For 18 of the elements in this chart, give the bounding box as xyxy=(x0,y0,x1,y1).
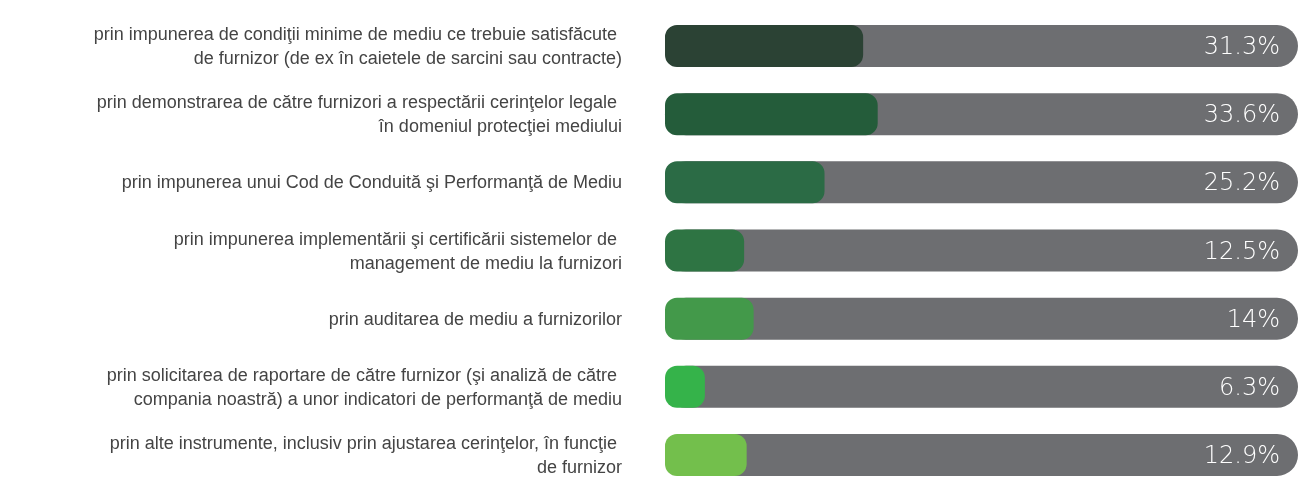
data-label: 12.9% xyxy=(1203,440,1280,469)
bar xyxy=(665,161,825,204)
y-tick-label: prin alte instrumente, inclusiv prin ajustarea cerinţelor, în funcţie de furnizor xyxy=(109,432,622,477)
y-tick-label: prin impunerea implementării şi certificării sistemelor de management de mediu la furnizori xyxy=(173,228,622,273)
data-label: 6.3% xyxy=(1219,372,1280,401)
data-label: 33.6% xyxy=(1203,100,1280,129)
y-tick-label: prin impunerea unui Cod de Conduită şi Performanţă de Mediu xyxy=(121,172,622,193)
y-tick-label: prin auditarea de mediu a furnizorilor xyxy=(328,308,622,329)
data-label: 12.5% xyxy=(1203,236,1280,265)
bar xyxy=(665,433,747,476)
bar xyxy=(665,297,754,340)
y-tick-label: prin demonstrarea de către furnizori a respectării cerinţelor legale în domeniul protecţiei mediului xyxy=(96,92,622,137)
data-label: 14% xyxy=(1226,304,1280,333)
y-tick-label: prin impunerea de condiţii minime de mediu ce trebuie satisfăcute de furnizor (de ex în caietele de sarcini sau contracte) xyxy=(93,24,622,69)
y-tick-label: prin solicitarea de raportare de către furnizor (şi analiză de către compania noastră) a unor indicatori de performanţă de mediu xyxy=(106,364,622,409)
data-label: 25.2% xyxy=(1203,168,1280,197)
data-label: 31.3% xyxy=(1203,32,1280,61)
bar xyxy=(665,229,745,272)
